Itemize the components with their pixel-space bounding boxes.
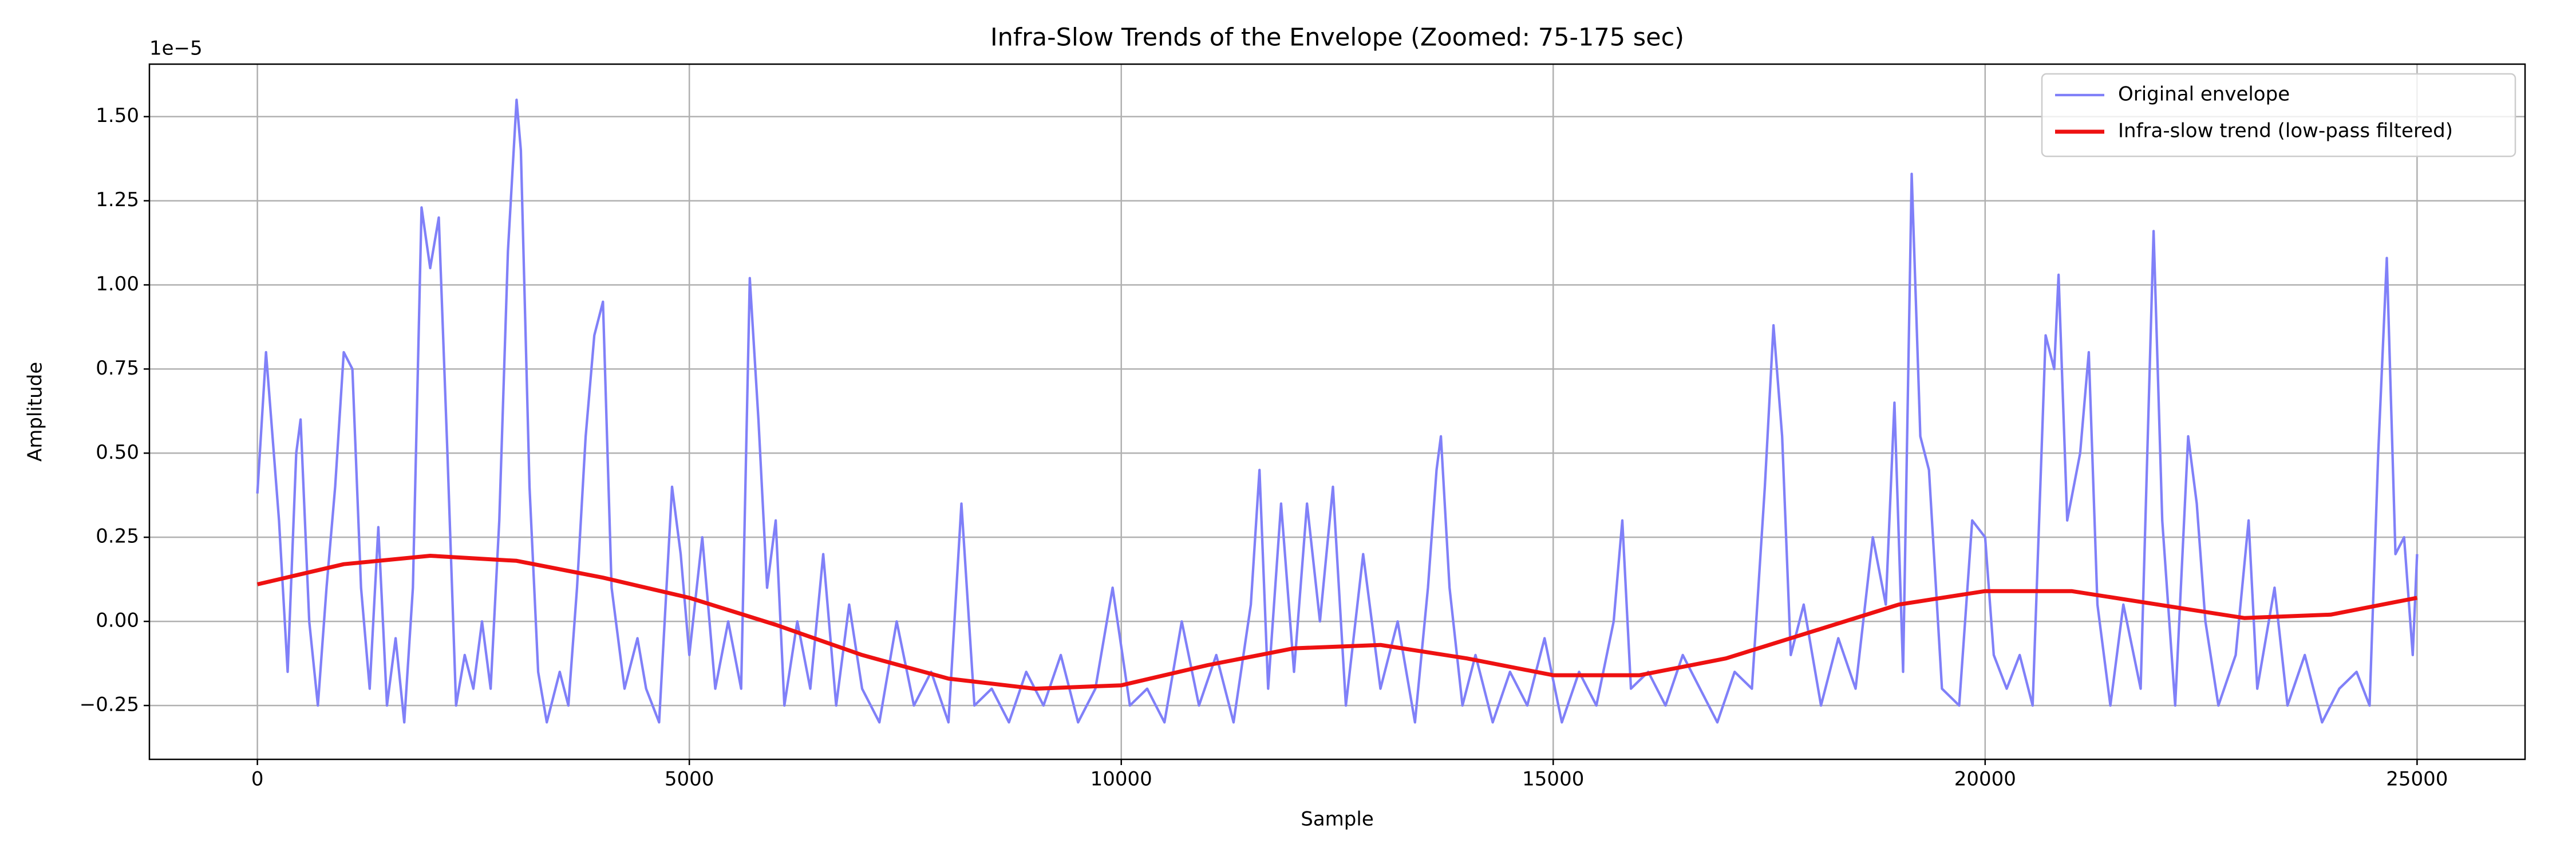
x-axis-label: Sample [1301,808,1373,831]
series-line [256,98,2419,724]
legend-label: Infra-slow trend (low-pass filtered) [2118,120,2453,143]
grid [144,64,2525,765]
x-tick-label: 0 [251,768,264,791]
chart-title: Infra-Slow Trends of the Envelope (Zoome… [990,23,1684,52]
legend-box [2041,73,2516,157]
y-tick-label: 0.00 [96,609,139,632]
legend-label: Original envelope [2118,83,2290,106]
x-tick-label: 15000 [1522,768,1584,791]
y-tick-label: 0.50 [96,441,139,464]
x-tick-label: 10000 [1091,768,1152,791]
y-tick-label: 1.00 [96,273,139,295]
y-tick-label: −0.25 [80,693,139,716]
y-offset-label: 1e−5 [149,37,203,60]
plot-lines [256,98,2419,724]
x-tick-label: 5000 [665,768,714,791]
series-line [256,554,2418,691]
x-tick-label: 20000 [1954,768,2016,791]
plot-frame [148,63,2526,761]
y-tick-label: 0.75 [96,357,139,380]
y-tick-label: 0.25 [96,525,139,548]
x-tick-label: 25000 [2386,768,2448,791]
legend: Original envelope Infra-slow trend (low-p… [2041,73,2516,157]
y-tick-label: 1.50 [96,104,139,127]
y-tick-label: 1.25 [96,188,139,211]
y-axis-label: Amplitude [24,362,47,462]
